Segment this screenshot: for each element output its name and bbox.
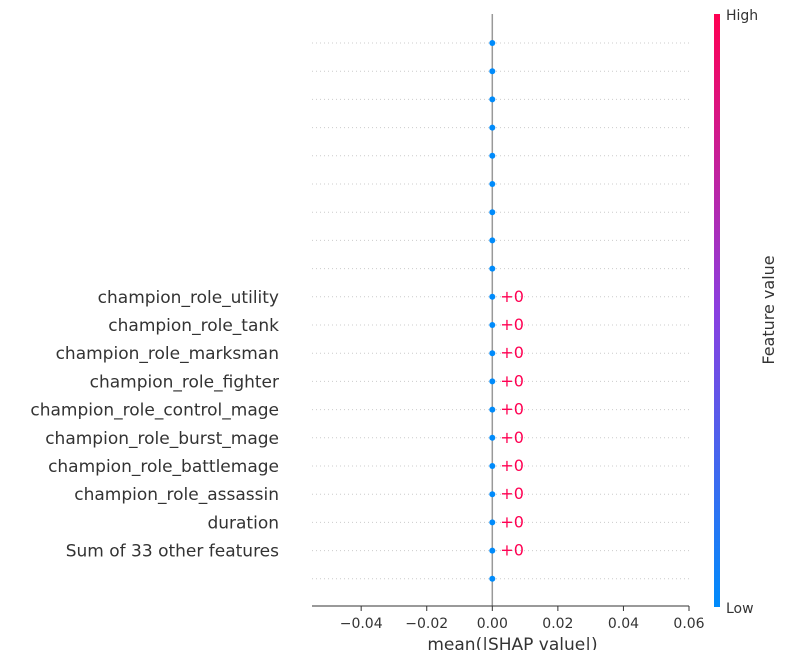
data-point — [489, 293, 496, 300]
data-point — [489, 491, 496, 498]
data-point — [489, 547, 496, 554]
feature-labels: champion_role_utility champion_role_tankc… — [30, 288, 279, 562]
colorbar-title: Feature value — [759, 255, 778, 364]
data-point — [489, 265, 496, 272]
feature-label: champion_role_utility — [98, 288, 279, 308]
feature-label: champion_role_fighter — [90, 372, 279, 392]
feature-label: champion_role_battlemage — [48, 457, 279, 477]
value-annotation: +0 — [500, 428, 524, 447]
data-point — [489, 575, 496, 582]
data-point — [489, 378, 496, 385]
x-tick-label: −0.02 — [405, 616, 448, 632]
value-annotation: +0 — [500, 484, 524, 503]
feature-label: champion_role_marksman — [56, 344, 279, 364]
feature-label: Sum of 33 other features — [66, 542, 279, 562]
points — [489, 40, 496, 582]
value-annotation: +0 — [500, 371, 524, 390]
data-point — [489, 209, 496, 216]
data-point — [489, 152, 496, 159]
data-point — [489, 434, 496, 441]
data-point — [489, 519, 496, 526]
value-annotation: +0 — [500, 343, 524, 362]
feature-label: duration — [207, 513, 279, 533]
colorbar-high-label: High — [726, 8, 758, 24]
feature-label: champion_role_tank — [108, 316, 279, 336]
grid-lines — [312, 42, 689, 580]
value-annotation: +0 — [500, 512, 524, 531]
value-annotation: +0 — [500, 287, 524, 306]
value-annotation: +0 — [500, 541, 524, 560]
data-point — [489, 463, 496, 469]
data-point — [489, 237, 496, 244]
data-point — [489, 406, 496, 413]
x-tick-label: 0.02 — [542, 616, 573, 632]
colorbar-low-label: Low — [726, 601, 754, 617]
data-point — [489, 40, 496, 46]
x-tick-label: 0.00 — [477, 616, 508, 632]
value-annotation: +0 — [500, 400, 524, 419]
data-point — [489, 124, 496, 131]
feature-label: champion_role_assassin — [74, 485, 279, 505]
x-axis: −0.04 −0.02 0.00 0.02 0.04 0.06 — [312, 605, 705, 632]
value-annotation: +0 — [500, 315, 524, 334]
feature-label: champion_role_burst_mage — [45, 429, 279, 449]
data-point — [489, 350, 496, 357]
feature-label: champion_role_control_mage — [30, 401, 279, 421]
colorbar — [714, 14, 720, 607]
x-tick-label: 0.06 — [673, 616, 704, 632]
x-axis-label: mean(|SHAP value|) — [427, 635, 597, 650]
value-annotation: +0 — [500, 456, 524, 475]
x-tick-label: 0.04 — [608, 616, 639, 632]
data-point — [489, 181, 496, 187]
data-point — [489, 68, 496, 75]
data-point — [489, 322, 496, 328]
data-point — [489, 96, 496, 103]
value-annotations: +0 +0 +0 +0 +0 +0 +0 +0 +0 +0 — [500, 287, 524, 560]
x-tick-label: −0.04 — [340, 616, 383, 632]
